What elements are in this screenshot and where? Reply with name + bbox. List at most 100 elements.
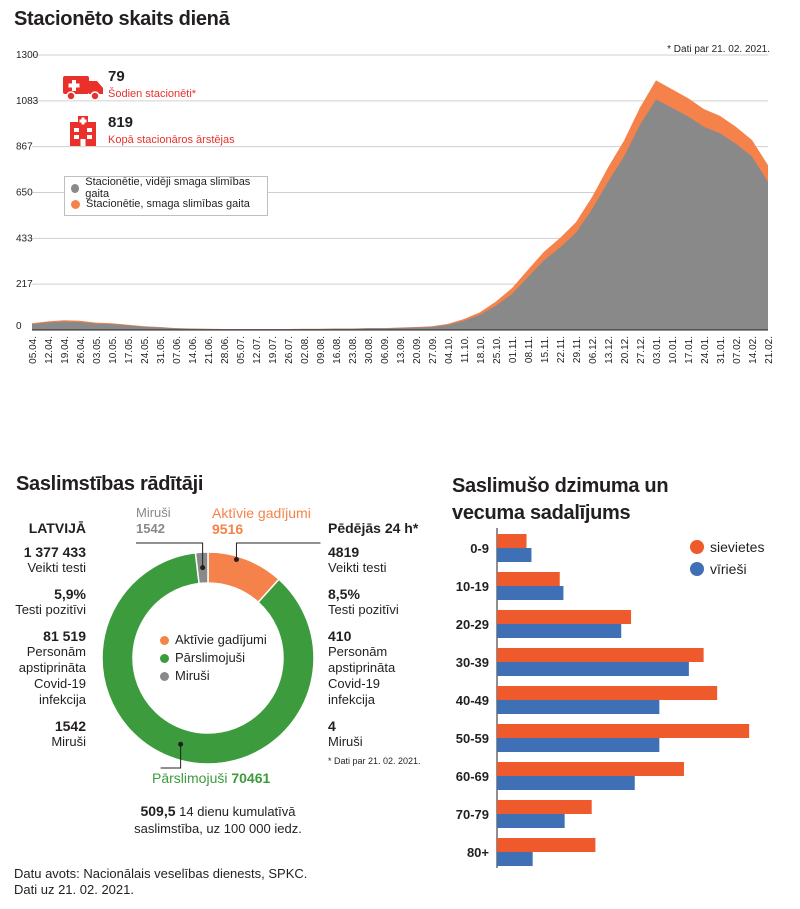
cumulative-label-1: 14 dienu kumulatīvā xyxy=(179,804,296,819)
y-tick-label: 0 xyxy=(16,321,22,332)
cumulative-label-2: saslimstība, uz 100 000 iedz. xyxy=(134,821,302,836)
x-tick-label: 24.01. xyxy=(700,336,711,364)
callout-dead-label: Miruši xyxy=(136,505,171,520)
legend-item-severe: Stacionētie, smaga slimības gaita xyxy=(71,196,261,212)
bar-female xyxy=(497,610,632,624)
bar-male xyxy=(497,662,689,676)
age-group-label: 30-39 xyxy=(456,655,489,670)
stats-title: Saslimstības rādītāji xyxy=(16,473,204,495)
age-group-label: 50-59 xyxy=(456,731,489,746)
x-tick-label: 22.11. xyxy=(556,336,567,363)
donut-legend-label: Miruši xyxy=(175,668,210,683)
callout-active: Aktīvie gadījumi 9516 xyxy=(212,505,311,537)
y-tick-label: 650 xyxy=(16,188,33,199)
age-group-label: 70-79 xyxy=(456,807,489,822)
legend-dot-grey xyxy=(71,183,80,193)
x-tick-label: 01.11. xyxy=(508,336,519,363)
bar-male xyxy=(497,852,533,866)
total-label: Kopā stacionāros ārstējas xyxy=(108,134,235,146)
age-group-label: 60-69 xyxy=(456,769,489,784)
x-tick-label: 19.04. xyxy=(60,336,71,364)
stat-item: 4 Miruši xyxy=(328,718,428,750)
leader-line-active xyxy=(235,542,321,560)
x-tick-label: 10.05. xyxy=(108,336,119,364)
donut-slice-recovered xyxy=(101,551,315,765)
x-tick-label: 17.05. xyxy=(124,336,135,364)
donut-legend: Aktīvie gadījumi Pārslimojuši Miruši xyxy=(160,631,267,685)
y-tick-label: 1300 xyxy=(16,50,39,61)
x-tick-label: 04.10. xyxy=(444,336,455,364)
x-tick-label: 08.11. xyxy=(524,336,535,363)
bar-female xyxy=(497,648,704,662)
x-tick-label: 03.05. xyxy=(92,336,103,364)
bar-male xyxy=(497,738,660,752)
stat-label: Personām apstiprināta Covid-19 infekcija xyxy=(18,644,86,707)
area-series-moderate xyxy=(32,99,768,330)
demo-title-line-2: vecuma sadalījums xyxy=(452,502,631,524)
hosp-chart-title: Stacionēto skaits dienā xyxy=(14,8,230,30)
stats-latvia-heading: LATVIJĀ xyxy=(28,520,86,536)
x-tick-label: 07.06. xyxy=(172,336,183,364)
x-tick-label: 19.07. xyxy=(268,336,279,364)
cumulative-incidence: 509,5 14 dienu kumulatīvā saslimstība, u… xyxy=(118,803,318,837)
leader-line-recovered xyxy=(160,744,182,769)
x-tick-label: 02.08. xyxy=(300,336,311,364)
stat-value: 5,9% xyxy=(54,586,86,602)
y-tick-label: 433 xyxy=(16,233,33,244)
callout-dead: Miruši 1542 xyxy=(136,505,171,537)
stats-latvia-column: LATVIJĀ 1 377 433 Veikti testi 5,9% Testi … xyxy=(14,520,86,760)
age-group-label: 0-9 xyxy=(470,541,489,556)
donut-legend-recovered: Pārslimojuši xyxy=(160,649,267,667)
source-line: Datu avots: Nacionālais veselības dienes… xyxy=(14,866,308,881)
stat-label: Miruši xyxy=(51,734,86,749)
bar-male xyxy=(497,776,635,790)
x-tick-label: 21.02. xyxy=(764,336,775,364)
demo-legend: sievietes vīrieši xyxy=(690,536,764,580)
legend-item-female: sievietes xyxy=(690,536,764,558)
total-value: 819 xyxy=(108,114,134,131)
x-tick-label: 31.05. xyxy=(156,336,167,364)
callout-recovered-value: 70461 xyxy=(231,770,271,786)
stat-label: Miruši xyxy=(328,734,363,749)
stat-item: 1 377 433 Veikti testi xyxy=(14,544,86,576)
today-value: 79 xyxy=(108,68,125,85)
x-tick-label: 18.10. xyxy=(476,336,487,364)
stat-item: 5,9% Testi pozitīvi xyxy=(14,586,86,618)
x-tick-label: 05.04. xyxy=(28,336,39,364)
x-tick-label: 06.09. xyxy=(380,336,391,364)
gender-age-bar-chart: 0-9 10-19 20-29 30-39 40-49 50-59 60-69 70-79 80… xyxy=(456,528,750,868)
date-line: Dati uz 21. 02. 2021. xyxy=(14,882,134,897)
callout-recovered-label: Pārslimojuši xyxy=(152,770,228,786)
bar-female xyxy=(497,724,750,738)
bar-female xyxy=(497,838,596,852)
age-group-label: 40-49 xyxy=(456,693,489,708)
x-tick-label: 20.12. xyxy=(620,336,631,364)
stats-24h-note: * Dati par 21. 02. 2021. xyxy=(328,756,421,766)
x-tick-label: 28.06. xyxy=(220,336,231,364)
ambulance-icon xyxy=(63,76,103,101)
source-footer: Datu avots: Nacionālais veselības dienes… xyxy=(14,866,307,898)
x-tick-label: 20.09. xyxy=(412,336,423,364)
stat-label: Testi pozitīvi xyxy=(15,602,86,617)
cases-donut-chart xyxy=(101,542,321,769)
demo-title: Saslimušo dzimuma un vecuma sadalījums xyxy=(452,473,669,527)
stat-item: 4819 Veikti testi xyxy=(328,544,428,576)
stat-value: 8,5% xyxy=(328,586,360,602)
y-tick-label: 217 xyxy=(16,279,33,290)
legend-dot-orange xyxy=(71,199,80,209)
stat-item: 81 519 Personām apstiprināta Covid-19 inf… xyxy=(14,628,86,708)
x-tick-label: 27.09. xyxy=(428,336,439,364)
stats-24h-column: Pēdējās 24 h* 4819 Veikti testi 8,5% Testi… xyxy=(328,520,428,766)
legend-dot-male xyxy=(690,562,704,576)
stat-label: Veikti testi xyxy=(328,560,387,575)
x-tick-label: 14.02. xyxy=(748,336,759,364)
x-tick-label: 26.07. xyxy=(284,336,295,364)
callout-active-value: 9516 xyxy=(212,521,244,537)
x-tick-label: 23.08. xyxy=(348,336,359,364)
legend-label-severe: Stacionētie, smaga slimības gaita xyxy=(86,198,250,210)
donut-legend-dead: Miruši xyxy=(160,667,267,685)
x-tick-label: 26.04. xyxy=(76,336,87,364)
y-tick-label: 1083 xyxy=(16,96,39,107)
stat-value: 4819 xyxy=(328,544,360,560)
age-group-label: 20-29 xyxy=(456,617,489,632)
